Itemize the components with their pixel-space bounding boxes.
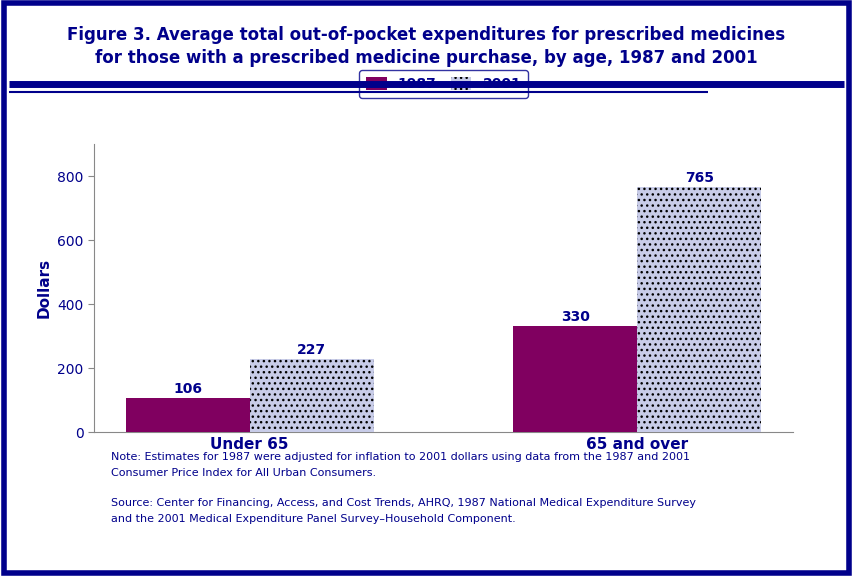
Text: Note: Estimates for 1987 were adjusted for inflation to 2001 dollars using data : Note: Estimates for 1987 were adjusted f… (111, 452, 689, 462)
Text: 227: 227 (296, 343, 326, 357)
Text: Source: Center for Financing, Access, and Cost Trends, AHRQ, 1987 National Medic: Source: Center for Financing, Access, an… (111, 498, 695, 508)
Y-axis label: Dollars: Dollars (37, 258, 51, 318)
Bar (636, 187, 761, 432)
Legend: 1987, 2001: 1987, 2001 (359, 70, 527, 98)
Text: Figure 3. Average total out-of-pocket expenditures for prescribed medicines: Figure 3. Average total out-of-pocket ex… (67, 26, 785, 44)
Text: 765: 765 (684, 170, 713, 185)
Bar (250, 359, 373, 432)
Bar (513, 327, 636, 432)
Text: Consumer Price Index for All Urban Consumers.: Consumer Price Index for All Urban Consu… (111, 468, 376, 478)
Text: 330: 330 (561, 310, 589, 324)
Text: for those with a prescribed medicine purchase, by age, 1987 and 2001: for those with a prescribed medicine pur… (95, 49, 757, 67)
Text: 106: 106 (173, 381, 202, 396)
Bar (125, 398, 250, 432)
Text: and the 2001 Medical Expenditure Panel Survey–Household Component.: and the 2001 Medical Expenditure Panel S… (111, 514, 515, 524)
